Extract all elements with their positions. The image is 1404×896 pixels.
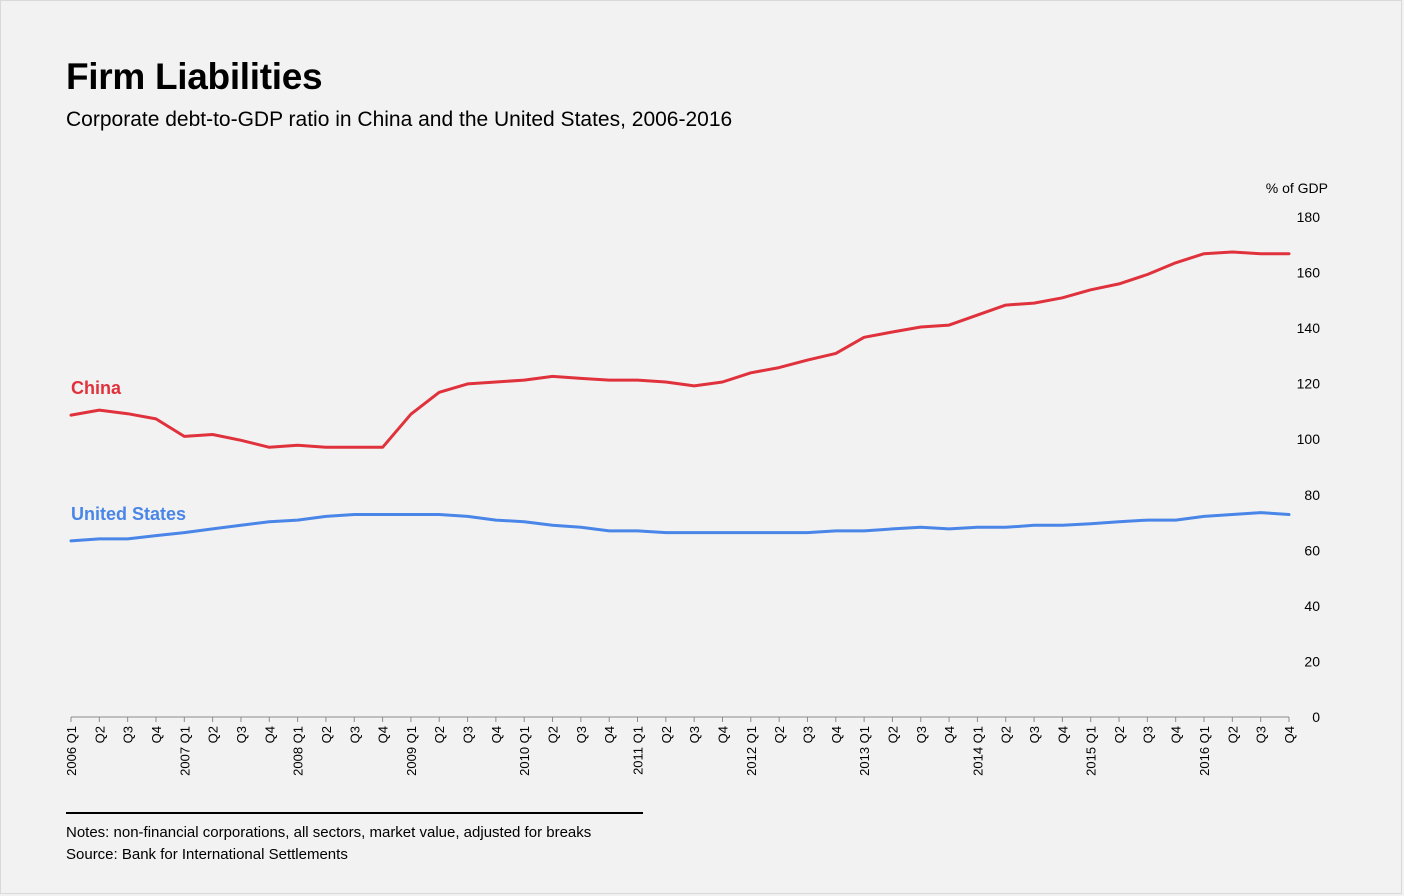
x-tick-label: 2013 Q1 bbox=[857, 726, 872, 776]
x-tick-label: Q3 bbox=[1254, 726, 1269, 743]
x-tick-label: Q4 bbox=[376, 726, 391, 743]
x-tick-label: 2012 Q1 bbox=[744, 726, 759, 776]
x-tick-label: Q3 bbox=[1027, 726, 1042, 743]
x-tick-label: Q4 bbox=[149, 726, 164, 743]
x-tick-label: Q4 bbox=[942, 726, 957, 743]
chart-subtitle: Corporate debt-to-GDP ratio in China and… bbox=[66, 108, 733, 131]
x-tick-label: Q2 bbox=[432, 726, 447, 743]
y-axis: % of GDP 0 20 40 60 80 100 120 140 160 180 bbox=[1266, 180, 1328, 725]
x-tick-label: 2009 Q1 bbox=[404, 726, 419, 776]
x-tick-label: Q2 bbox=[1225, 726, 1240, 743]
x-tick-label: Q2 bbox=[319, 726, 334, 743]
x-tick-label: Q2 bbox=[659, 726, 674, 743]
y-tick-label: 100 bbox=[1297, 431, 1321, 447]
y-axis-label: % of GDP bbox=[1266, 180, 1328, 196]
y-tick-label: 120 bbox=[1297, 376, 1321, 392]
y-tick-label: 40 bbox=[1304, 598, 1320, 614]
x-tick-label: Q2 bbox=[1112, 726, 1127, 743]
x-tick-label: Q3 bbox=[687, 726, 702, 743]
x-tick-label: Q3 bbox=[800, 726, 815, 743]
x-tick-label: 2008 Q1 bbox=[291, 726, 306, 776]
x-tick-label: 2015 Q1 bbox=[1084, 726, 1099, 776]
series-label: China bbox=[71, 378, 122, 398]
x-tick-label: 2010 Q1 bbox=[517, 726, 532, 776]
x-tick-label: 2007 Q1 bbox=[177, 726, 192, 776]
y-tick-label: 180 bbox=[1297, 209, 1321, 225]
x-tick-label: Q2 bbox=[772, 726, 787, 743]
y-tick-label: 0 bbox=[1312, 709, 1320, 725]
x-tick-label: Q3 bbox=[347, 726, 362, 743]
x-tick-label: Q3 bbox=[461, 726, 476, 743]
x-tick-label: 2006 Q1 bbox=[64, 726, 79, 776]
y-tick-label: 140 bbox=[1297, 320, 1321, 336]
series-layer: China United States bbox=[69, 250, 1291, 543]
x-tick-label: Q2 bbox=[999, 726, 1014, 743]
x-tick-label: 2011 Q1 bbox=[631, 726, 646, 775]
x-tick-label: Q4 bbox=[1169, 726, 1184, 743]
y-tick-label: 80 bbox=[1304, 487, 1320, 503]
x-tick-label: Q3 bbox=[914, 726, 929, 743]
x-tick-label: Q4 bbox=[715, 726, 730, 743]
x-tick-label: Q4 bbox=[829, 726, 844, 743]
notes-text: Notes: non-financial corporations, all s… bbox=[66, 824, 592, 841]
series-line-china bbox=[69, 250, 1291, 449]
x-tick-label: Q3 bbox=[1140, 726, 1155, 743]
x-tick-label: Q4 bbox=[262, 726, 277, 743]
x-tick-label: 2016 Q1 bbox=[1197, 726, 1212, 776]
x-tick-label: Q2 bbox=[885, 726, 900, 743]
y-tick-label: 20 bbox=[1304, 653, 1320, 669]
x-tick-label: Q3 bbox=[574, 726, 589, 743]
y-tick-label: 60 bbox=[1304, 542, 1320, 558]
source-text: Source: Bank for International Settlemen… bbox=[66, 846, 348, 863]
x-tick-label: Q2 bbox=[546, 726, 561, 743]
x-tick-label: Q3 bbox=[121, 726, 136, 743]
x-tick-label: Q4 bbox=[489, 726, 504, 743]
x-axis: 2006 Q1 Q2 Q3 Q4 2007 Q1 Q2 Q3 Q4 2008 Q1 Q2 Q3 Q4 2… bbox=[64, 716, 1297, 776]
y-tick-label: 160 bbox=[1297, 265, 1321, 281]
x-tick-label: Q4 bbox=[602, 726, 617, 743]
chart-title: Firm Liabilities bbox=[66, 56, 323, 97]
chart-notes: Notes: non-financial corporations, all s… bbox=[66, 812, 643, 866]
x-tick-label: Q4 bbox=[1282, 726, 1297, 743]
x-tick-label: Q2 bbox=[92, 726, 107, 743]
x-tick-label: Q3 bbox=[234, 726, 249, 743]
x-tick-label: Q4 bbox=[1055, 726, 1070, 743]
series-label: United States bbox=[71, 504, 186, 524]
x-tick-label: 2014 Q1 bbox=[970, 726, 985, 776]
series-line-united-states bbox=[69, 511, 1291, 543]
x-tick-label: Q2 bbox=[206, 726, 221, 743]
